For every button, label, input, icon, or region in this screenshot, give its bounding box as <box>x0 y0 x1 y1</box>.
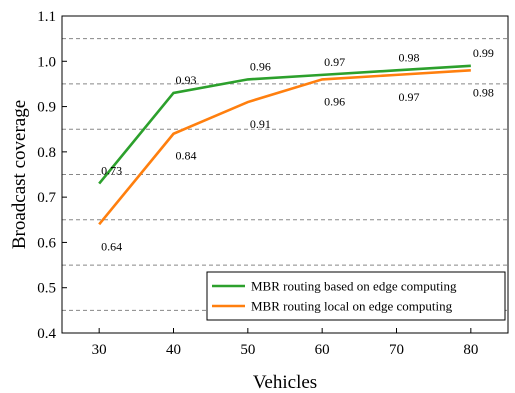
legend-box <box>206 271 506 321</box>
y-tick-label: 1.0 <box>37 54 56 70</box>
data-label: 0.84 <box>176 149 197 163</box>
y-tick-label: 0.7 <box>37 190 56 206</box>
y-tick-label: 0.8 <box>37 145 56 161</box>
legend-label-2: MBR routing local on edge computing <box>251 299 453 314</box>
y-tick-label: 0.5 <box>37 281 56 297</box>
legend-label-1: MBR routing based on edge computing <box>251 279 457 294</box>
x-tick-label: 40 <box>166 342 181 358</box>
data-label: 0.98 <box>399 50 420 64</box>
x-tick-label: 70 <box>389 342 404 358</box>
data-label: 0.96 <box>250 59 271 73</box>
series-line-1 <box>98 64 471 185</box>
plot-frame <box>61 15 509 334</box>
x-tick-label: 60 <box>315 342 330 358</box>
data-label: 0.93 <box>176 73 197 87</box>
legend: MBR routing based on edge computing MBR r… <box>206 271 506 321</box>
series-line-2 <box>98 69 471 226</box>
data-label: 0.97 <box>324 55 345 69</box>
x-tick-label: 80 <box>463 342 478 358</box>
y-axis-title: Broadcast coverage <box>9 100 30 249</box>
data-label: 0.99 <box>473 46 494 60</box>
x-axis-title: Vehicles <box>253 372 317 393</box>
gridlines <box>62 38 508 311</box>
axis-ticks: 0.4 0.5 0.6 0.7 0.8 0.9 1.0 1.1 30 40 50 60 70 80 <box>37 9 478 358</box>
x-tick-label: 50 <box>240 342 255 358</box>
data-label: 0.97 <box>399 90 420 104</box>
data-labels: 0.73 0.93 0.96 0.97 0.98 0.99 0.64 0.84 0.91 0.96… <box>101 46 494 254</box>
y-tick-label: 0.4 <box>37 326 56 342</box>
data-label: 0.98 <box>473 85 494 99</box>
y-tick-label: 0.6 <box>37 235 56 251</box>
x-tick-label: 30 <box>92 342 107 358</box>
data-label: 0.64 <box>101 239 122 253</box>
data-label: 0.96 <box>324 94 345 108</box>
series-lines <box>98 64 471 226</box>
y-tick-label: 0.9 <box>37 100 56 116</box>
y-tick-label: 1.1 <box>37 9 56 25</box>
data-label: 0.73 <box>101 164 122 178</box>
data-label: 0.91 <box>250 117 271 131</box>
